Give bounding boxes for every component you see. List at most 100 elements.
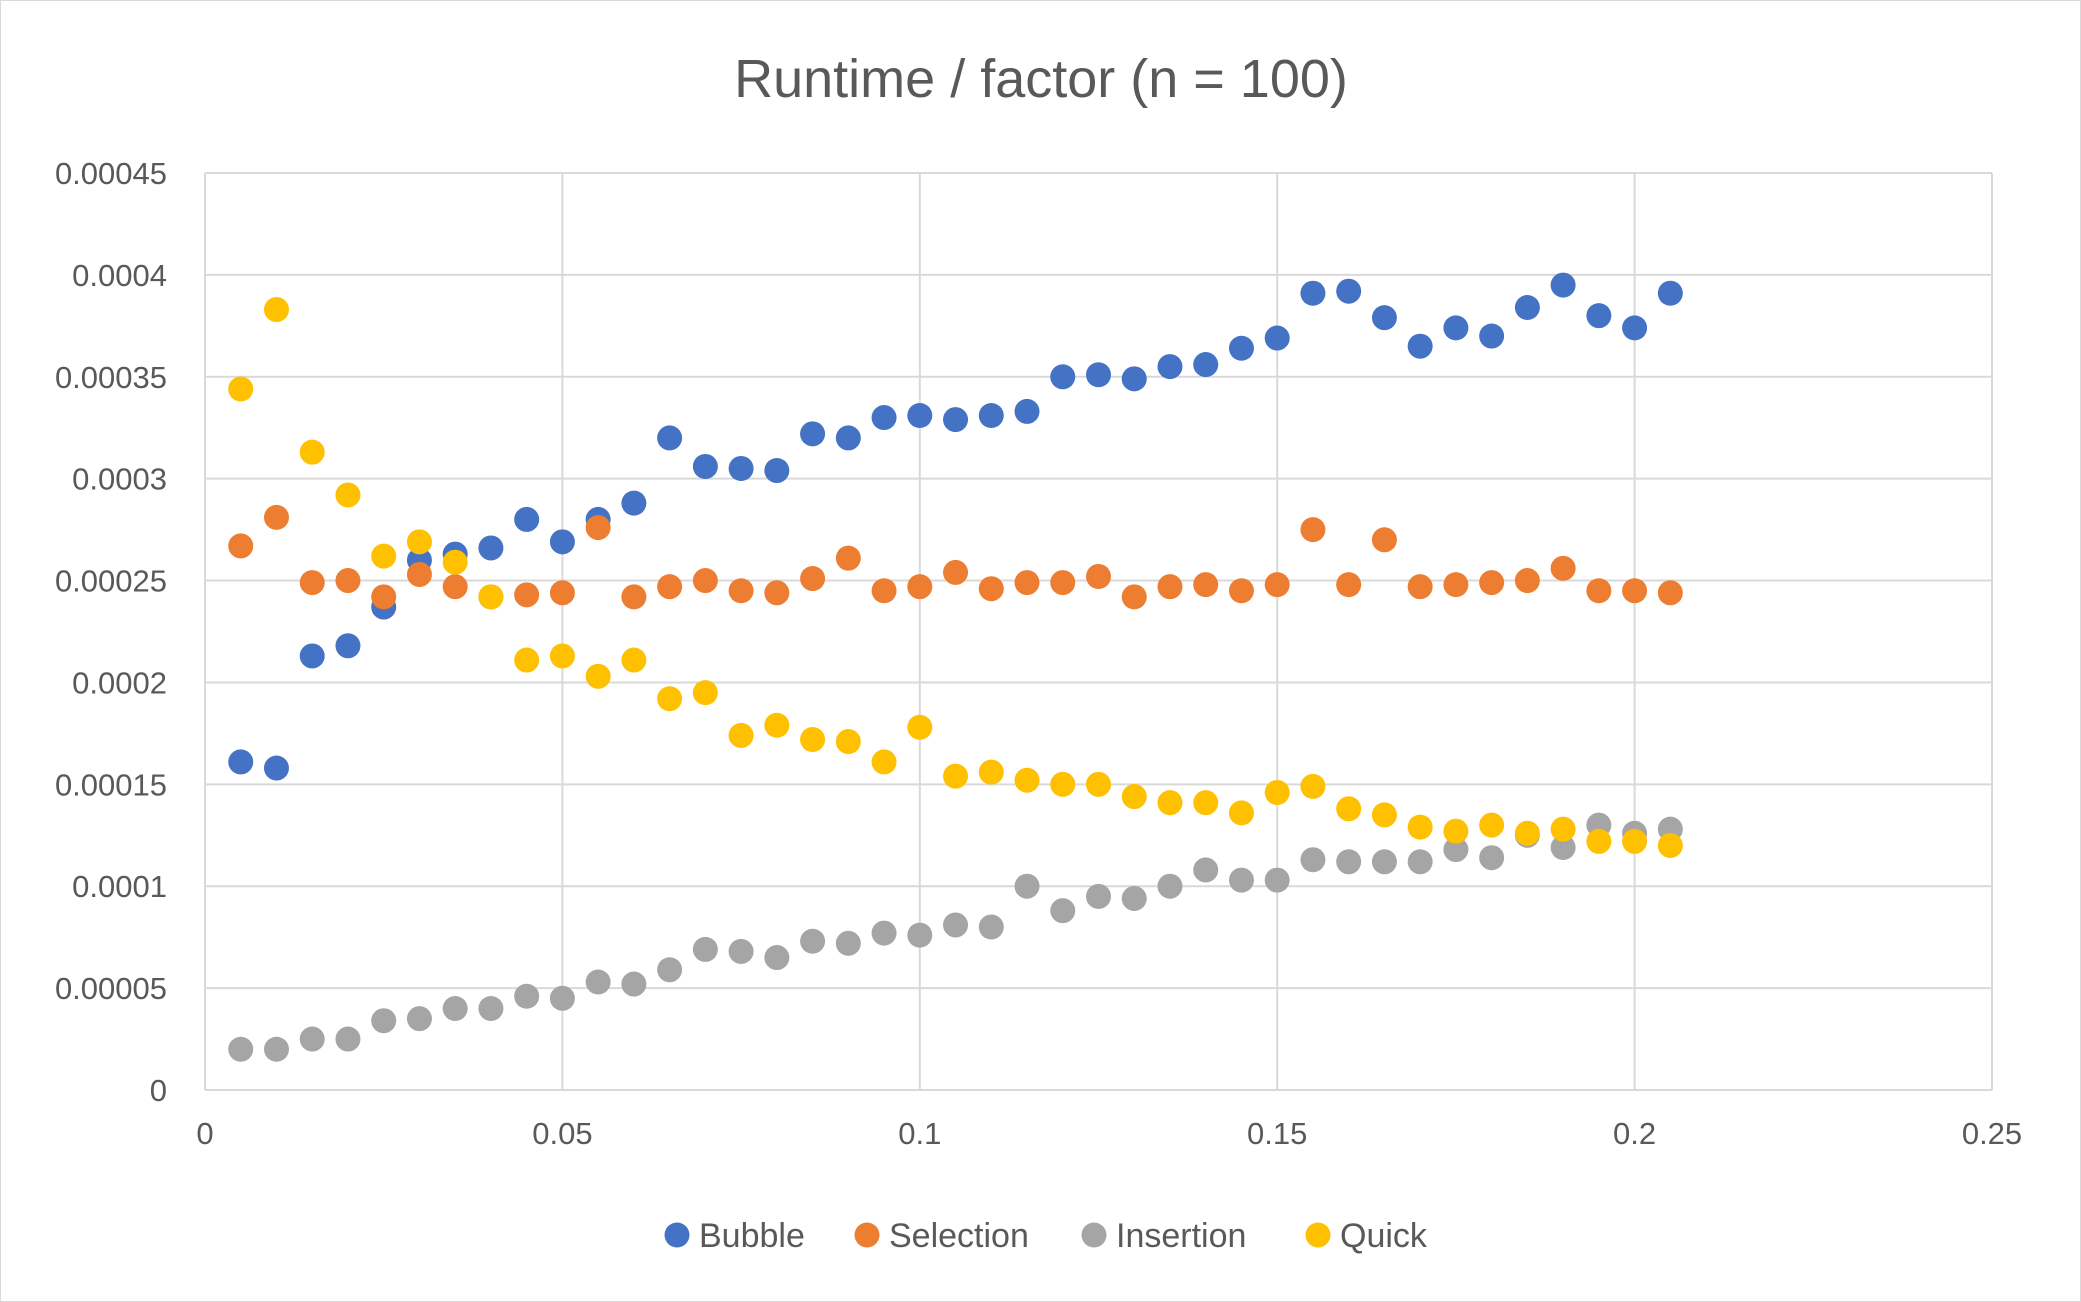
data-point — [943, 763, 969, 789]
data-point — [943, 407, 969, 433]
data-point — [1407, 849, 1433, 875]
axis-labels: 0 0.00005 0.0001 0.00015 0.0002 0.00025 0.0003… — [55, 156, 2022, 1151]
x-tick-label: 0.2 — [1613, 1116, 1656, 1151]
data-point — [1657, 832, 1683, 858]
data-point — [1657, 580, 1683, 606]
data-point — [299, 570, 325, 596]
data-point — [1228, 335, 1254, 361]
y-tick-label: 0.00005 — [55, 971, 167, 1006]
data-point — [1586, 303, 1612, 329]
data-point — [621, 584, 647, 610]
data-point — [692, 936, 718, 962]
y-tick-label: 0 — [150, 1073, 167, 1108]
data-point — [835, 425, 861, 451]
data-point — [621, 647, 647, 673]
y-tick-label: 0.0004 — [72, 258, 167, 293]
data-point — [406, 1006, 432, 1032]
legend-item-bubble: Bubble — [664, 1217, 805, 1255]
data-point — [1228, 867, 1254, 893]
data-point — [1586, 828, 1612, 854]
series-insertion — [228, 812, 1683, 1062]
data-point — [442, 995, 468, 1021]
data-point — [657, 957, 683, 983]
data-point — [800, 727, 826, 753]
legend-label: Insertion — [1116, 1217, 1246, 1255]
data-point — [549, 985, 575, 1011]
data-point — [1443, 818, 1469, 844]
data-point — [335, 482, 361, 508]
data-point — [228, 533, 254, 559]
data-point — [1086, 883, 1111, 909]
data-point — [228, 376, 254, 402]
legend-label: Quick — [1340, 1217, 1428, 1255]
y-tick-label: 0.0001 — [72, 869, 167, 904]
chart-title: Runtime / factor (n = 100) — [734, 49, 1348, 109]
data-point — [1014, 570, 1040, 596]
legend-marker — [854, 1222, 880, 1248]
data-point — [728, 722, 754, 748]
data-point — [1443, 837, 1469, 863]
data-point — [1657, 280, 1683, 306]
data-point — [1371, 802, 1397, 828]
data-point — [549, 580, 575, 606]
x-tick-label: 0.1 — [898, 1116, 941, 1151]
y-tick-label: 0.00015 — [55, 767, 167, 802]
data-point — [835, 729, 861, 755]
data-point — [1622, 828, 1648, 854]
data-point — [764, 580, 790, 606]
data-point — [692, 680, 718, 706]
data-point — [228, 1036, 254, 1062]
data-point — [978, 402, 1004, 428]
series-selection — [228, 504, 1683, 610]
legend-marker — [1081, 1222, 1107, 1248]
data-point — [728, 578, 754, 604]
y-tick-label: 0.00025 — [55, 564, 167, 599]
data-point — [1479, 812, 1505, 838]
data-point — [1014, 767, 1040, 793]
data-point — [835, 930, 861, 956]
data-point — [299, 643, 325, 669]
data-point — [1514, 820, 1540, 846]
data-point — [907, 574, 933, 600]
data-point — [1514, 568, 1540, 594]
data-point — [728, 455, 754, 481]
data-point — [1264, 867, 1290, 893]
data-point — [1514, 294, 1540, 320]
data-point — [263, 297, 289, 323]
data-point — [442, 549, 468, 575]
data-point — [1336, 278, 1362, 304]
data-point — [943, 559, 969, 585]
data-point — [764, 945, 790, 971]
data-point — [1050, 570, 1076, 596]
x-tick-label: 0 — [196, 1116, 213, 1151]
data-point — [263, 504, 289, 530]
y-tick-label: 0.00045 — [55, 156, 167, 191]
data-point — [1014, 873, 1040, 899]
data-point — [1228, 578, 1254, 604]
data-point — [549, 643, 575, 669]
data-point — [478, 995, 504, 1021]
data-point — [692, 453, 718, 479]
data-point — [1157, 354, 1183, 380]
data-point — [263, 755, 289, 781]
data-point — [978, 576, 1004, 602]
data-point — [764, 712, 790, 738]
data-point — [1336, 796, 1362, 822]
data-point — [871, 749, 897, 775]
data-point — [1371, 305, 1397, 331]
data-point — [1550, 816, 1576, 842]
data-point — [371, 543, 397, 569]
data-point — [585, 663, 611, 689]
data-point — [657, 425, 683, 451]
data-point — [1264, 572, 1290, 598]
data-point — [514, 582, 540, 608]
legend-marker — [664, 1222, 690, 1248]
data-point — [1443, 315, 1469, 341]
data-point — [1407, 574, 1433, 600]
data-point — [1086, 362, 1111, 388]
data-point — [1264, 779, 1290, 805]
data-point — [907, 402, 933, 428]
data-point — [1050, 898, 1076, 924]
data-point — [406, 529, 432, 555]
